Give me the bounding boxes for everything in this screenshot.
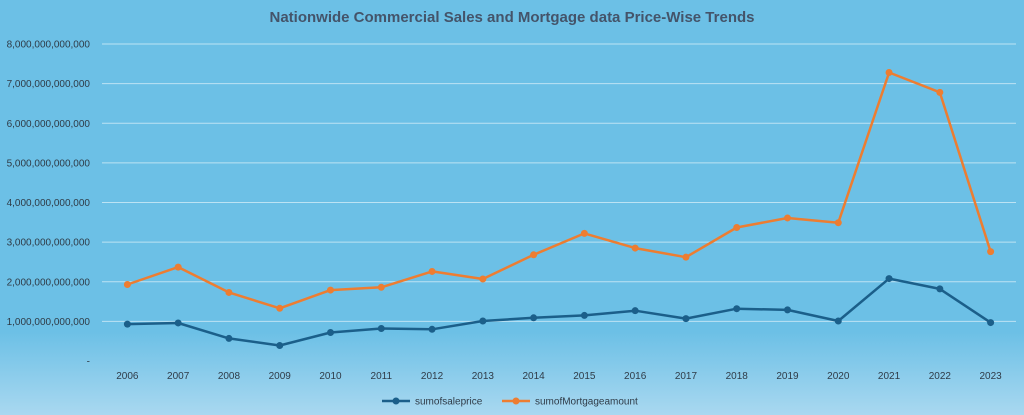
legend-item[interactable]: sumofsaleprice: [382, 397, 483, 408]
series-lines: [123, 69, 995, 350]
x-axis-ticks: 2006 2007 2008 2009 2010 2011 2012 2013 2014 2015…: [116, 371, 1002, 382]
series-line: [126, 71, 992, 310]
data-point[interactable]: [479, 317, 487, 325]
y-tick-label: 2,000,000,000,000: [7, 277, 91, 288]
data-point[interactable]: [428, 267, 436, 275]
x-tick-label: 2012: [421, 371, 444, 382]
x-tick-label: 2018: [726, 371, 749, 382]
x-tick-label: 2011: [371, 371, 393, 382]
x-tick-label: 2022: [929, 371, 952, 382]
data-point[interactable]: [834, 317, 842, 325]
chart-title: Nationwide Commercial Sales and Mortgage…: [269, 9, 754, 26]
data-point[interactable]: [987, 248, 995, 256]
data-point[interactable]: [530, 314, 538, 322]
legend[interactable]: sumofsaleprice sumofMortgageamount: [382, 397, 638, 408]
legend-swatch-marker: [512, 397, 520, 405]
x-tick-label: 2010: [319, 371, 342, 382]
data-point[interactable]: [885, 69, 893, 77]
data-point[interactable]: [174, 319, 182, 327]
gridlines: [102, 43, 1016, 322]
data-point[interactable]: [682, 315, 690, 323]
data-point[interactable]: [580, 311, 588, 319]
y-tick-label: 5,000,000,000,000: [7, 158, 91, 169]
data-point[interactable]: [123, 281, 131, 289]
x-tick-label: 2014: [522, 371, 545, 382]
data-point[interactable]: [682, 253, 690, 261]
data-point[interactable]: [987, 319, 995, 327]
data-point[interactable]: [327, 328, 334, 336]
data-point[interactable]: [733, 305, 741, 313]
y-tick-label: 3,000,000,000,000: [7, 238, 91, 249]
data-point[interactable]: [225, 334, 233, 342]
data-point[interactable]: [631, 244, 639, 252]
x-tick-label: 2020: [827, 371, 850, 382]
x-tick-label: 2019: [776, 371, 799, 382]
legend-swatch-marker: [392, 397, 400, 405]
series-line: [127, 277, 992, 347]
data-point[interactable]: [174, 263, 182, 271]
data-point[interactable]: [276, 342, 284, 350]
data-point[interactable]: [123, 320, 131, 328]
data-point[interactable]: [225, 288, 233, 296]
data-point[interactable]: [885, 275, 893, 283]
data-point[interactable]: [784, 214, 791, 222]
data-point[interactable]: [580, 229, 588, 237]
series-sumofMortgageamount: [123, 69, 995, 312]
data-point[interactable]: [327, 286, 334, 294]
y-tick-label: -: [87, 357, 90, 368]
x-tick-label: 2008: [218, 371, 241, 382]
data-point[interactable]: [936, 88, 944, 96]
x-tick-label: 2017: [675, 371, 698, 382]
x-tick-label: 2009: [269, 371, 292, 382]
legend-label: sumofsaleprice: [415, 397, 483, 408]
y-tick-label: 8,000,000,000,000: [7, 40, 91, 51]
x-tick-label: 2023: [979, 371, 1002, 382]
x-tick-label: 2007: [167, 371, 190, 382]
x-tick-label: 2021: [878, 371, 901, 382]
y-tick-label: 7,000,000,000,000: [7, 79, 91, 90]
data-point[interactable]: [530, 251, 538, 259]
x-tick-label: 2016: [624, 371, 647, 382]
x-tick-label: 2015: [573, 371, 596, 382]
data-point[interactable]: [784, 306, 791, 314]
legend-item[interactable]: sumofMortgageamount: [502, 397, 638, 408]
data-point[interactable]: [377, 325, 385, 333]
data-point[interactable]: [834, 219, 842, 227]
x-tick-label: 2013: [472, 371, 495, 382]
legend-label: sumofMortgageamount: [535, 397, 638, 408]
y-tick-label: 4,000,000,000,000: [7, 198, 91, 209]
y-tick-label: 1,000,000,000,000: [7, 317, 91, 328]
data-point[interactable]: [733, 223, 741, 231]
data-point[interactable]: [936, 285, 944, 293]
x-tick-label: 2006: [116, 371, 139, 382]
data-point[interactable]: [631, 307, 639, 315]
data-point[interactable]: [428, 325, 436, 333]
data-point[interactable]: [377, 283, 385, 291]
data-point[interactable]: [276, 304, 284, 312]
y-axis-ticks: - 1,000,000,000,000 2,000,000,000,000 3,000…: [7, 40, 91, 368]
series-sumofsaleprice: [123, 275, 995, 350]
y-tick-label: 6,000,000,000,000: [7, 119, 91, 130]
data-point[interactable]: [479, 275, 487, 283]
